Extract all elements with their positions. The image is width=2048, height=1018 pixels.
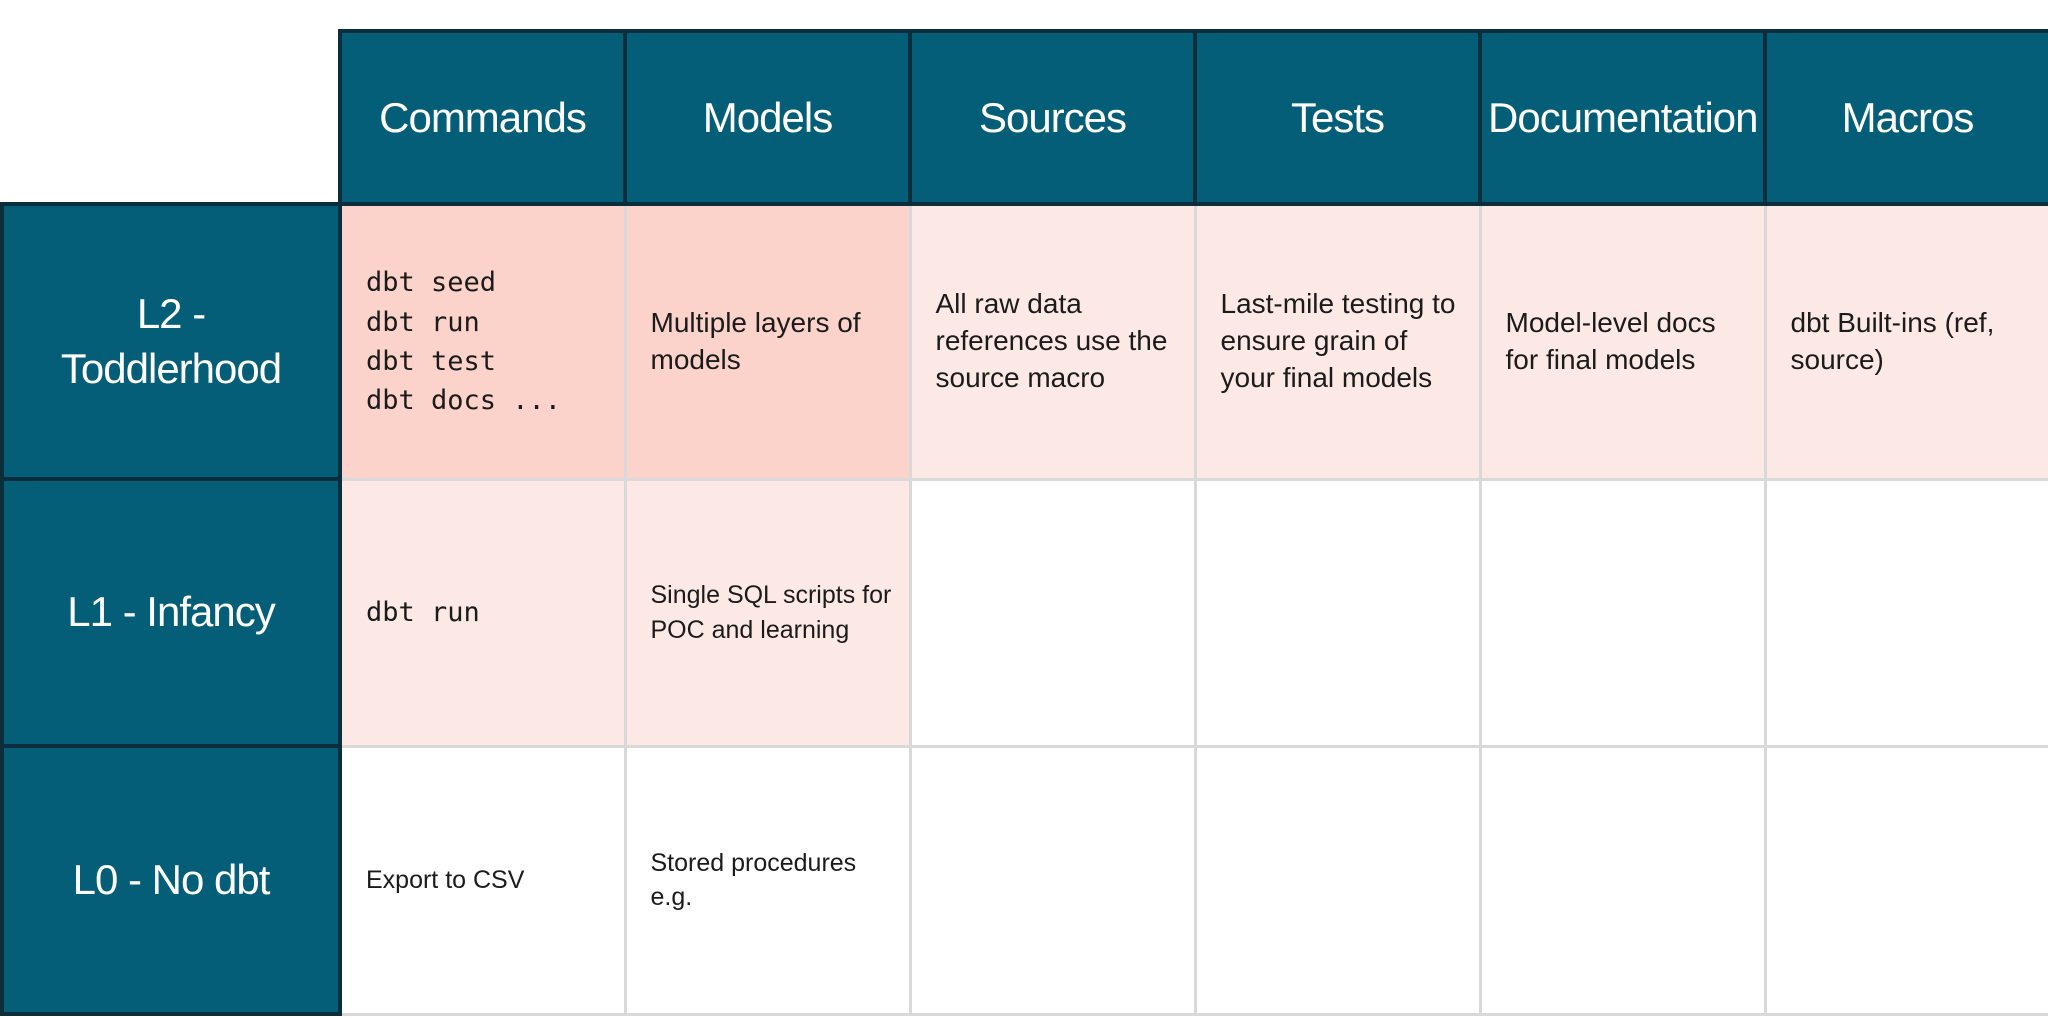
cell-l0-tests [1193,744,1482,1016]
column-header-documentation: Documentation [1478,29,1767,206]
cell-l0-sources [908,744,1197,1016]
column-header-tests: Tests [1193,29,1482,206]
cell-l2-macros: dbt Built-ins (ref, source) [1763,202,2048,481]
cell-l1-macros [1763,477,2048,748]
cell-l0-macros [1763,744,2048,1016]
dbt-maturity-table: Commands Models Sources Tests Documentat… [0,29,2048,1016]
cell-l0-models: Stored procedures e.g. [623,744,912,1016]
column-header-sources: Sources [908,29,1197,206]
table-row-l1: L1 - Infancy dbt run Single SQL scripts … [0,477,2048,748]
cell-l1-models: Single SQL scripts for POC and learning [623,477,912,748]
corner-empty-cell [2,31,340,204]
cell-l0-commands: Export to CSV [338,744,627,1016]
table-row-l0: L0 - No dbt Export to CSV Stored procedu… [0,744,2048,1016]
cell-l2-models: Multiple layers of models [623,202,912,481]
table-row-l2: L2 - Toddlerhood dbt seed dbt run dbt te… [0,202,2048,481]
cell-l1-documentation [1478,477,1767,748]
column-header-macros: Macros [1763,29,2048,206]
cell-l2-commands: dbt seed dbt run dbt test dbt docs ... [338,202,627,481]
row-header-l2-toddlerhood: L2 - Toddlerhood [0,202,342,481]
column-header-models: Models [623,29,912,206]
cell-l1-tests [1193,477,1482,748]
cell-l0-documentation [1478,744,1767,1016]
cell-l1-sources [908,477,1197,748]
cell-l2-documentation: Model-level docs for final models [1478,202,1767,481]
column-header-commands: Commands [338,29,627,206]
cell-l2-tests: Last-mile testing to ensure grain of you… [1193,202,1482,481]
column-header-row: Commands Models Sources Tests Documentat… [2,29,2048,206]
cell-l1-commands: dbt run [338,477,627,748]
row-header-l0-no-dbt: L0 - No dbt [0,744,342,1016]
cell-l2-sources: All raw data references use the source m… [908,202,1197,481]
row-header-l1-infancy: L1 - Infancy [0,477,342,748]
